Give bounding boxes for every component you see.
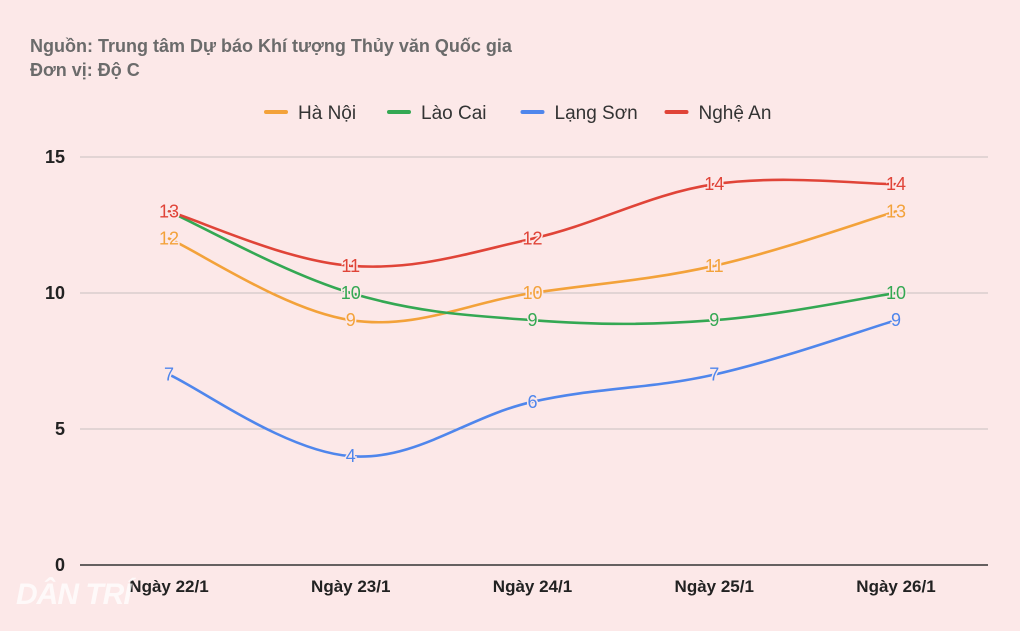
y-tick-label: 15 xyxy=(45,147,65,167)
data-label: 13 xyxy=(159,201,179,221)
data-label: 7 xyxy=(709,365,719,385)
data-label: 6 xyxy=(527,392,537,412)
series-line xyxy=(167,210,898,324)
data-label: 10 xyxy=(341,283,361,303)
data-label: 7 xyxy=(164,365,174,385)
series-line xyxy=(167,210,898,326)
data-label: 9 xyxy=(891,310,901,330)
data-label: 12 xyxy=(159,229,179,249)
x-tick-label: Ngày 24/1 xyxy=(493,577,572,596)
legend-label: Lào Cai xyxy=(421,103,487,124)
data-label: 4 xyxy=(346,446,356,466)
data-label: 9 xyxy=(527,310,537,330)
legend: Hà Nội Lào Cai Lạng Sơn Nghệ An xyxy=(264,103,772,124)
data-label: 11 xyxy=(341,256,360,276)
y-tick-label: 10 xyxy=(45,283,65,303)
data-label: 10 xyxy=(886,283,906,303)
data-label: 9 xyxy=(709,310,719,330)
data-label: 11 xyxy=(705,256,724,276)
legend-label: Nghệ An xyxy=(699,103,772,124)
series-lines xyxy=(167,178,898,458)
chart-source-note: Nguồn: Trung tâm Dự báo Khí tượng Thủy v… xyxy=(30,34,512,82)
data-label: 10 xyxy=(522,283,542,303)
x-tick-label: Ngày 25/1 xyxy=(675,577,754,596)
data-label: 14 xyxy=(704,174,724,194)
series-line xyxy=(167,178,898,268)
source-text: Nguồn: Trung tâm Dự báo Khí tượng Thủy v… xyxy=(30,36,512,56)
data-label: 12 xyxy=(522,229,542,249)
y-tick-label: 5 xyxy=(55,419,65,439)
data-label: 13 xyxy=(886,201,906,221)
unit-text: Đơn vị: Độ C xyxy=(30,60,140,80)
watermark-logo: DÂN TRÍ xyxy=(16,578,132,611)
legend-label: Lạng Sơn xyxy=(555,103,638,124)
data-label: 13 xyxy=(159,201,179,221)
series-line xyxy=(167,318,898,458)
x-tick-label: Ngày 23/1 xyxy=(311,577,390,596)
legend-label: Hà Nội xyxy=(298,103,356,124)
x-tick-label: Ngày 22/1 xyxy=(129,577,208,596)
data-label: 9 xyxy=(346,310,356,330)
y-tick-label: 0 xyxy=(55,555,65,575)
x-tick-label: Ngày 26/1 xyxy=(856,577,935,596)
data-label: 14 xyxy=(886,174,906,194)
axes: 0 5 10 15 Ngày 22/1 Ngày 23/1 Ngày 24/1 Ngày 25… xyxy=(45,147,988,596)
